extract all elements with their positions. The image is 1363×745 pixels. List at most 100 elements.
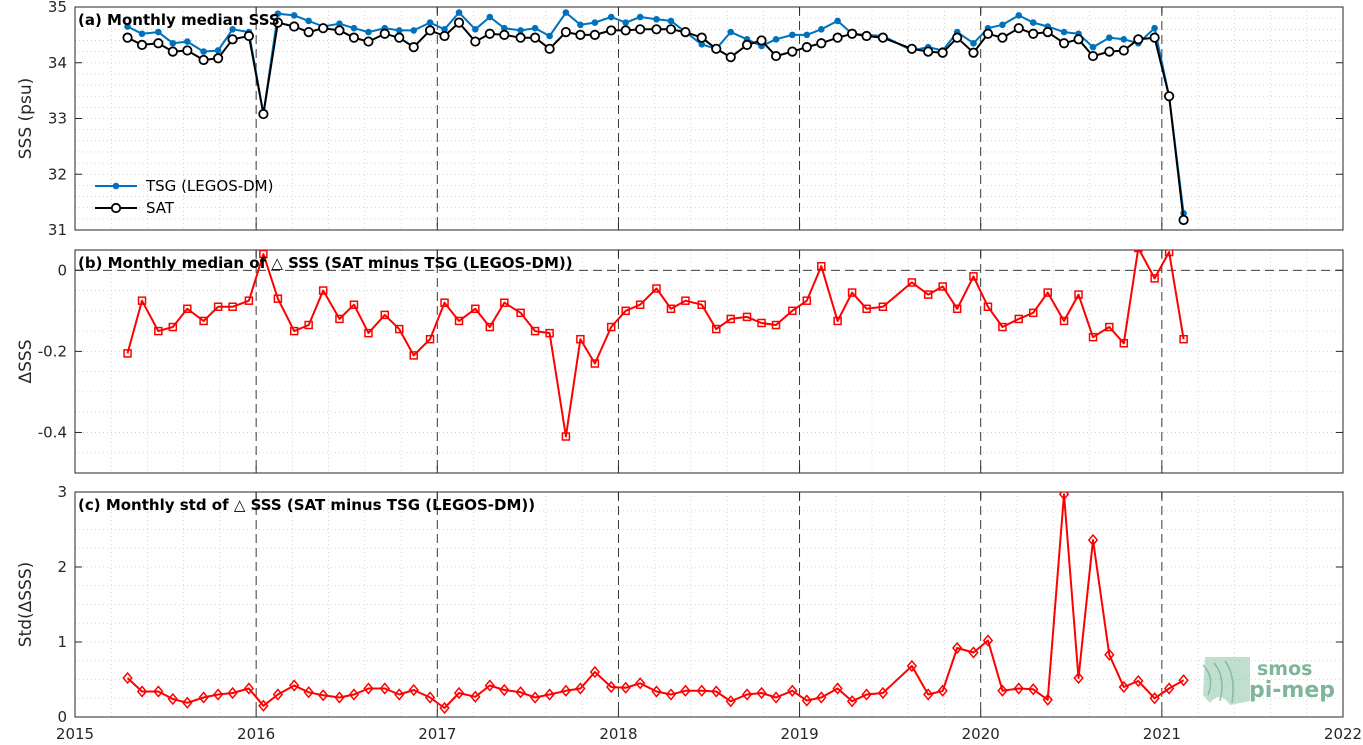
data-point (243, 30, 254, 42)
data-point (1133, 34, 1144, 45)
data-point (136, 39, 148, 51)
data-point (1060, 28, 1068, 36)
data-point (183, 304, 192, 314)
data-point (711, 685, 722, 698)
data-point (182, 45, 193, 56)
data-point (832, 32, 843, 43)
y-tick-label: 1 (57, 633, 67, 651)
data-point (1042, 693, 1053, 706)
data-point (335, 314, 344, 324)
smos-pimep-logo: smos pi-mep (1202, 657, 1335, 705)
data-point (1013, 23, 1024, 34)
data-point (801, 694, 812, 707)
data-point (364, 328, 373, 338)
data-point (983, 302, 993, 312)
y-tick-label: 2 (57, 558, 67, 576)
data-point (1058, 38, 1070, 49)
data-point (394, 688, 405, 701)
data-point (515, 32, 526, 43)
data-point (258, 108, 269, 120)
data-point (272, 17, 283, 28)
panel-3: 2015 2016 2017 2018 2019 2020 2021 2022 0 1 2 3 Std(… (16, 483, 1362, 743)
y-tick-label: 34 (48, 54, 67, 72)
data-point (529, 691, 541, 704)
data-point (727, 28, 735, 36)
data-point (847, 288, 857, 297)
data-point (726, 314, 735, 324)
data-point (952, 32, 963, 43)
data-point (937, 684, 948, 697)
data-point (802, 296, 812, 305)
data-point (350, 24, 358, 32)
data-point (336, 20, 343, 28)
y-tick-label: 3 (57, 483, 67, 501)
series-line (126, 493, 1185, 709)
data-point (803, 31, 811, 39)
data-point (227, 686, 238, 700)
data-point (122, 671, 133, 685)
data-point (696, 684, 707, 697)
data-point (198, 54, 209, 66)
data-point (274, 10, 282, 17)
y-tick-label: 35 (48, 0, 67, 16)
data-point (1043, 288, 1052, 297)
data-point (620, 681, 631, 694)
data-point (562, 9, 570, 16)
data-point (155, 28, 162, 36)
series-group (122, 492, 1189, 715)
data-point (968, 646, 979, 659)
data-point (770, 50, 782, 62)
y-axis-label: ΔSSS (16, 339, 36, 383)
data-point (832, 682, 843, 695)
data-point (1015, 12, 1023, 19)
data-point (771, 320, 781, 330)
y-tick-label: -0.4 (38, 423, 67, 441)
data-point (846, 695, 858, 708)
data-point (1073, 34, 1084, 45)
panel-title: (b) Monthly median of △ SSS (SAT minus T… (78, 254, 573, 272)
data-point (847, 28, 858, 39)
data-point (1150, 274, 1159, 283)
data-point (380, 310, 390, 320)
data-point (651, 685, 662, 698)
data-point (1106, 34, 1113, 41)
data-point (122, 32, 133, 43)
data-point (907, 278, 917, 287)
series-line (127, 21, 1185, 221)
data-point (318, 23, 329, 34)
data-point (501, 24, 508, 32)
data-point (334, 691, 345, 704)
data-point (591, 19, 599, 26)
data-point (817, 261, 826, 271)
data-point (970, 39, 977, 47)
data-point (484, 679, 495, 692)
data-point (305, 17, 312, 25)
logo-text-pimep: pi-mep (1249, 678, 1335, 703)
data-point (317, 689, 329, 702)
data-point (227, 34, 238, 45)
data-point (1178, 214, 1189, 226)
data-point (1074, 290, 1083, 299)
data-point (167, 692, 178, 706)
data-point (577, 21, 584, 29)
data-point (997, 684, 1008, 697)
data-point (725, 695, 736, 708)
data-point (877, 686, 889, 700)
data-point (455, 9, 463, 16)
data-point (878, 302, 888, 312)
data-point (1013, 682, 1024, 695)
data-point (1149, 32, 1160, 43)
data-point (698, 41, 706, 48)
data-point (861, 30, 872, 42)
data-point (272, 688, 284, 701)
data-point (168, 322, 178, 332)
y-tick-label: 33 (48, 110, 67, 128)
data-point (1118, 45, 1129, 56)
data-point (937, 47, 948, 58)
data-point (652, 284, 661, 293)
data-point (470, 690, 481, 703)
data-point (303, 26, 314, 38)
data-point (818, 26, 825, 33)
data-point (214, 47, 222, 54)
data-point (665, 24, 677, 35)
